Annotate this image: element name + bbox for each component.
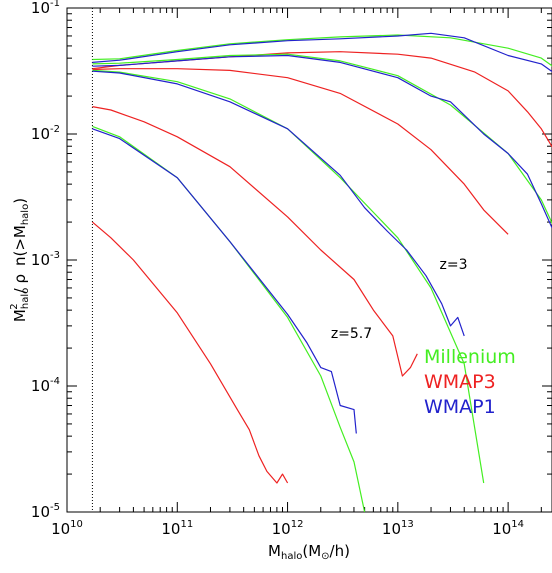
- series-wmap1-z0: [92, 32, 552, 73]
- series-millenium-z5-7: [92, 125, 366, 512]
- legend-item-wmap1: WMAP1: [424, 396, 496, 418]
- series-millenium-z3: [92, 69, 485, 484]
- series-millenium-z1: [92, 53, 552, 225]
- x-tick-label: 1012: [272, 519, 304, 538]
- redshift-label: z=5.7: [331, 326, 372, 342]
- y-tick-label: 10-4: [31, 376, 60, 395]
- legend-item-millenium: Millenium: [424, 346, 516, 368]
- y-tick-label: 10-2: [31, 124, 60, 143]
- y-axis-label: Mhalo2/ ρn(>Mhalo): [9, 198, 31, 322]
- redshift-label: z=3: [440, 257, 468, 273]
- series-wmap1-z3: [92, 70, 465, 337]
- x-tick-label: 1010: [51, 519, 83, 538]
- legend: Millenium WMAP3 WMAP1: [424, 346, 516, 418]
- series-wmap3-z1: [92, 68, 509, 235]
- x-tick-label: 1014: [492, 519, 524, 538]
- y-tick-label: 10-3: [31, 250, 60, 269]
- y-tick-label: 10-1: [31, 0, 60, 17]
- x-tick-label: 1011: [161, 519, 193, 538]
- axis-ticks: 10101011101210131014101510-510-410-310-2…: [31, 0, 552, 538]
- series-wmap3-z3: [92, 106, 418, 377]
- series-layer: [92, 32, 552, 512]
- legend-item-wmap3: WMAP3: [424, 371, 496, 393]
- series-millenium-z0: [92, 34, 552, 67]
- y-tick-label: 10-5: [31, 502, 60, 521]
- plot-frame: [66, 7, 552, 513]
- x-tick-label: 1013: [382, 519, 414, 538]
- annotation-layer: z=0z=1z=3z=5.7: [331, 257, 468, 342]
- series-wmap1-z5-7: [92, 128, 357, 434]
- series-wmap3-z5-7: [92, 221, 289, 484]
- series-wmap1-z1: [92, 54, 552, 229]
- x-axis-label: Mhalo(M⊙/h): [268, 542, 350, 562]
